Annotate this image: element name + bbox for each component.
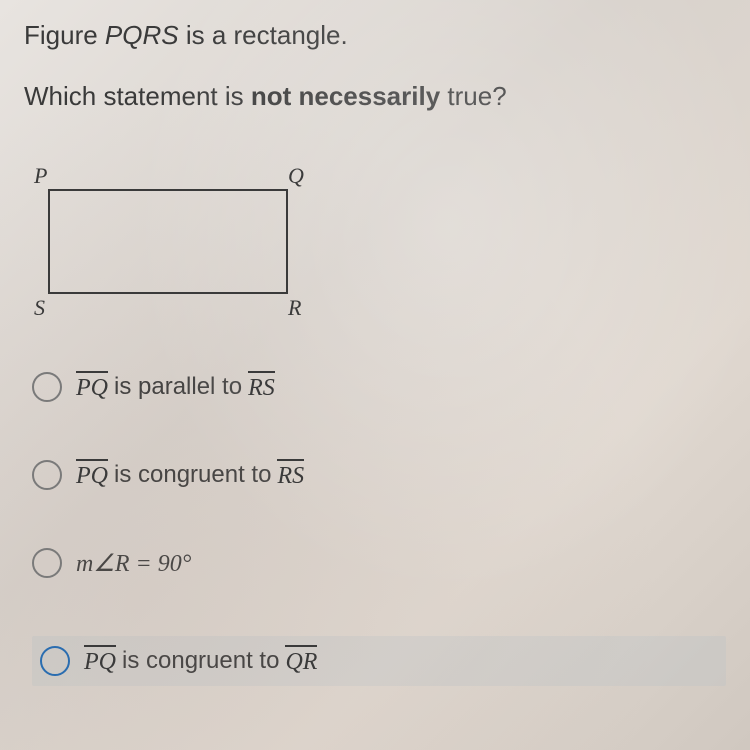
q1-fig: PQRS — [105, 20, 179, 50]
radio-icon[interactable] — [40, 646, 70, 676]
choice-d-text: PQ is congruent to QR — [84, 646, 317, 676]
radio-icon[interactable] — [32, 372, 62, 402]
choice-a-text: PQ is parallel to RS — [76, 372, 275, 402]
rectangle-diagram: P Q S R — [30, 167, 300, 317]
choice-b[interactable]: PQ is congruent to RS — [32, 460, 726, 490]
vertex-label-Q: Q — [288, 163, 304, 189]
radio-icon[interactable] — [32, 548, 62, 578]
choice-c[interactable]: m∠R = 90° — [32, 548, 726, 578]
choice-c-math: m∠R = 90° — [76, 549, 191, 578]
question-line-2: Which statement is not necessarily true? — [24, 81, 726, 112]
choice-d-mid: is congruent to — [122, 647, 279, 675]
segment-QR: QR — [285, 646, 317, 676]
segment-PQ: PQ — [76, 460, 108, 490]
vertex-label-S: S — [34, 295, 45, 321]
q2-bold: not necessarily — [251, 81, 440, 111]
q1-pre: Figure — [24, 20, 105, 50]
segment-RS: RS — [277, 460, 304, 490]
choice-d[interactable]: PQ is congruent to QR — [32, 636, 726, 686]
choice-c-text: m∠R = 90° — [76, 549, 191, 578]
q1-post: is a rectangle. — [179, 20, 348, 50]
q2-post: true? — [440, 81, 507, 111]
choice-b-mid: is congruent to — [114, 461, 271, 489]
rectangle-shape — [48, 189, 288, 294]
choice-a[interactable]: PQ is parallel to RS — [32, 372, 726, 402]
segment-PQ: PQ — [76, 372, 108, 402]
choice-a-mid: is parallel to — [114, 373, 242, 401]
vertex-label-P: P — [34, 163, 47, 189]
segment-RS: RS — [248, 372, 275, 402]
radio-icon[interactable] — [32, 460, 62, 490]
vertex-label-R: R — [288, 295, 301, 321]
q2-pre: Which statement is — [24, 81, 251, 111]
answer-choices: PQ is parallel to RS PQ is congruent to … — [32, 372, 726, 686]
choice-b-text: PQ is congruent to RS — [76, 460, 304, 490]
question-line-1: Figure PQRS is a rectangle. — [24, 20, 726, 51]
segment-PQ: PQ — [84, 646, 116, 676]
